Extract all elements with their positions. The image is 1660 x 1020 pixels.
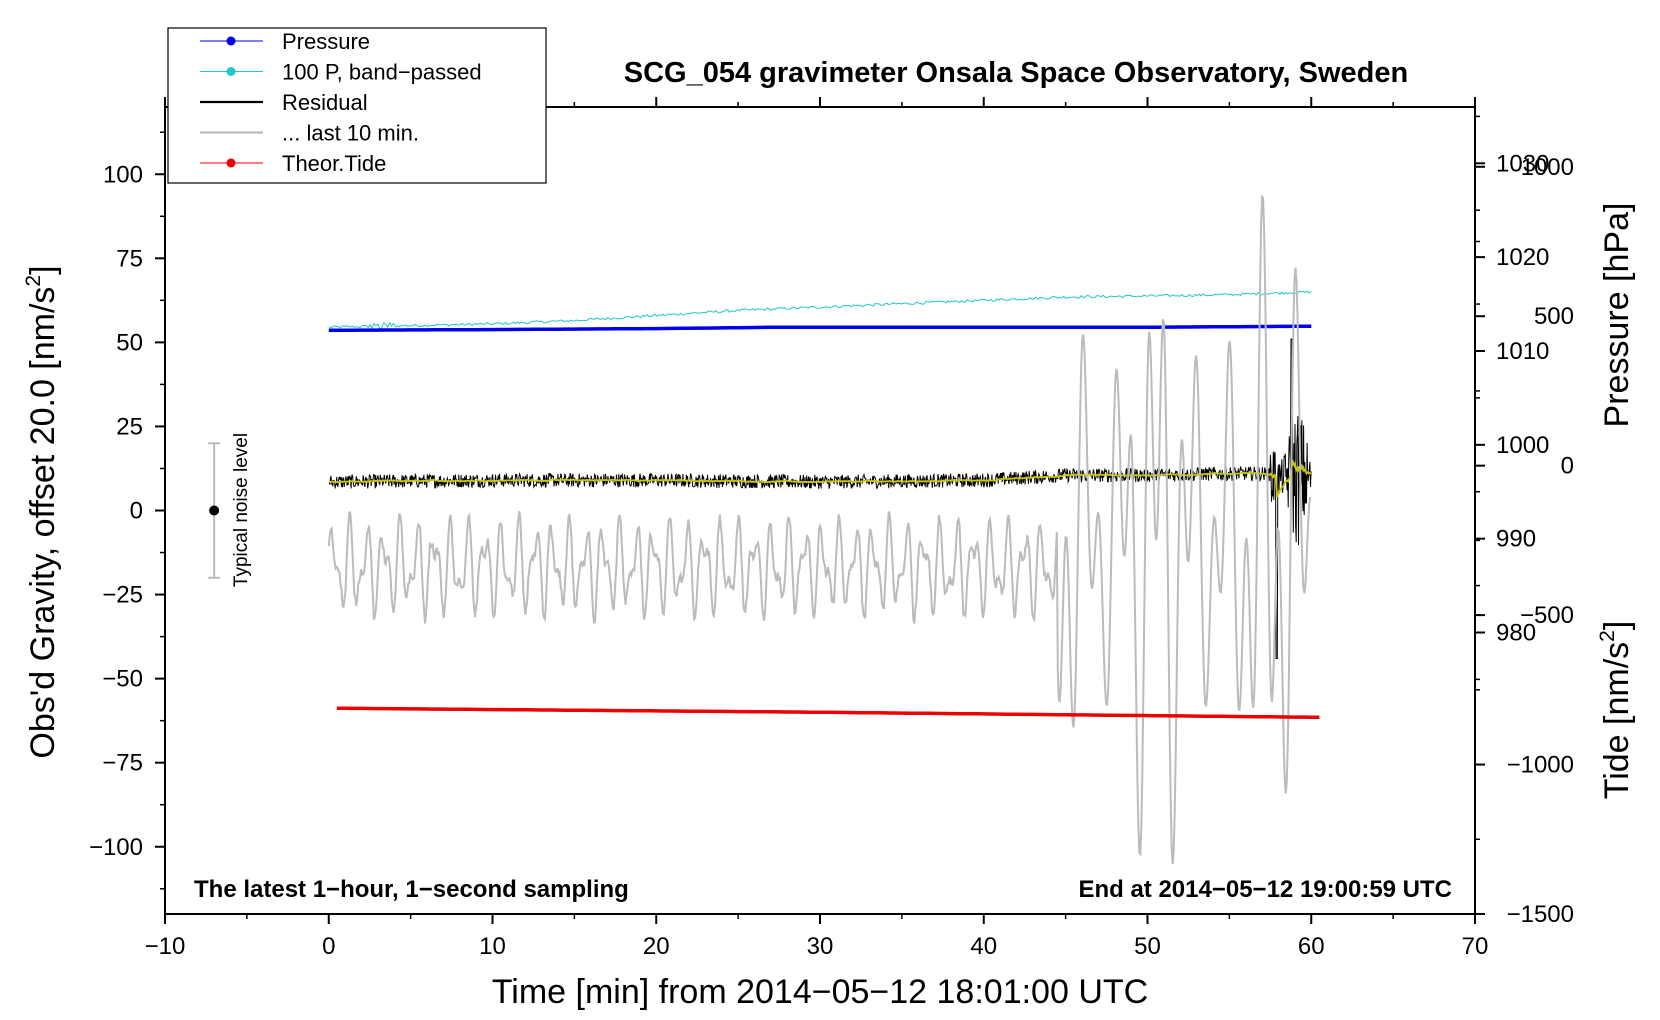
tide-axis-label: Tide [nm/s2] <box>1596 621 1636 800</box>
x-tick-label: 70 <box>1462 933 1489 960</box>
legend-label-4: Theor.Tide <box>282 151 386 176</box>
x-axis-label: Time [min] from 2014−05−12 18:01:00 UTC <box>492 973 1148 1011</box>
legend-label-1: 100 P, band−passed <box>282 60 482 85</box>
pressure-tick-label: 980 <box>1496 619 1536 646</box>
legend-marker-1 <box>226 67 236 76</box>
y-left-tick-label: 100 <box>103 161 143 188</box>
series-residual-smoothed-line <box>328 458 1312 498</box>
y-left-axis-label: Obs'd Gravity, offset 20.0 [nm/s2] <box>22 265 62 758</box>
pressure-tick-label: 1020 <box>1496 244 1549 271</box>
y-left-tick-label: −25 <box>102 582 143 609</box>
tide-tick-label: 0 <box>1561 453 1574 480</box>
tide-tick-label: −500 <box>1520 602 1574 629</box>
tide-tick-label: −1000 <box>1507 752 1574 779</box>
y-left-tick-label: −100 <box>89 834 143 861</box>
noise-bar <box>208 442 221 579</box>
tide-axis-label-main: Tide [nm/s <box>1598 642 1636 799</box>
y-left-tick-label: −50 <box>102 666 143 693</box>
noise-bar-center-dot <box>209 505 220 516</box>
tide-tick-label: −1500 <box>1507 901 1574 928</box>
tide-tick-label: 500 <box>1534 303 1574 330</box>
y-left-tick-label: 25 <box>116 413 143 440</box>
x-tick-label: 40 <box>970 933 997 960</box>
x-tick-label: −10 <box>145 933 186 960</box>
pressure-tick-label: 990 <box>1496 526 1536 553</box>
x-axis-ticks: −10 0 10 20 30 40 50 60 70 <box>145 97 1489 960</box>
pressure-tick-label: 1010 <box>1496 338 1549 365</box>
y-left-tick-label: 50 <box>116 329 143 356</box>
x-tick-label: 50 <box>1134 933 1161 960</box>
tide-axis-label-sup: 2 <box>1596 630 1619 642</box>
x-tick-label: 30 <box>807 933 834 960</box>
legend-box <box>167 27 547 184</box>
tide-tick-label: 1000 <box>1521 154 1574 181</box>
y-left-tick-label: 0 <box>130 498 143 525</box>
x-tick-label: 10 <box>479 933 506 960</box>
y-left-axis-label-main: Obs'd Gravity, offset 20.0 [nm/s <box>24 287 62 759</box>
pressure-axis-ticks: 1030 1020 1010 1000 990 980 <box>1475 115 1549 681</box>
tide-axis-ticks: 1000 500 0 −500 −1000 −1500 <box>1475 154 1574 928</box>
legend-label-0: Pressure <box>282 29 370 54</box>
y-left-tick-label: 75 <box>116 245 143 272</box>
legend-marker-4 <box>226 158 236 168</box>
y-left-axis-ticks: 100 75 50 25 0 −25 −50 −75 −100 <box>89 131 165 890</box>
legend-marker-0 <box>226 36 236 46</box>
series-theoretical-tide-line <box>336 706 1320 720</box>
x-tick-label: 20 <box>643 933 670 960</box>
pressure-tick-label: 1000 <box>1496 432 1549 459</box>
pressure-tick-label: 1030 <box>1496 150 1549 177</box>
legend-label-3: ... last 10 min. <box>282 121 419 146</box>
annotation-left: The latest 1−hour, 1−second sampling <box>194 876 629 903</box>
chart-title: SCG_054 gravimeter Onsala Space Observat… <box>624 57 1408 89</box>
y-left-tick-label: −75 <box>102 750 143 777</box>
annotation-right: End at 2014−05−12 19:00:59 UTC <box>1078 876 1452 903</box>
x-tick-label: 0 <box>322 933 335 960</box>
legend: Pressure 100 P, band−passed Residual ... la… <box>167 27 547 184</box>
series-last10min-line <box>327 194 1312 865</box>
noise-label: Typical noise level <box>231 433 252 587</box>
y-left-axis-label-close: ] <box>24 265 62 274</box>
tide-axis-label-close: ] <box>1598 621 1636 630</box>
x-tick-label: 60 <box>1298 933 1325 960</box>
series-pressure-line <box>328 324 1312 333</box>
series-residual-line <box>328 338 1312 659</box>
series-bandpassed-pressure-line <box>328 290 1312 331</box>
y-left-axis-label-sup: 2 <box>22 275 45 287</box>
series-layer <box>327 194 1320 865</box>
legend-label-2: Residual <box>282 90 368 115</box>
plot-frame <box>164 106 1476 915</box>
pressure-axis-label: Pressure [hPa] <box>1598 203 1636 428</box>
